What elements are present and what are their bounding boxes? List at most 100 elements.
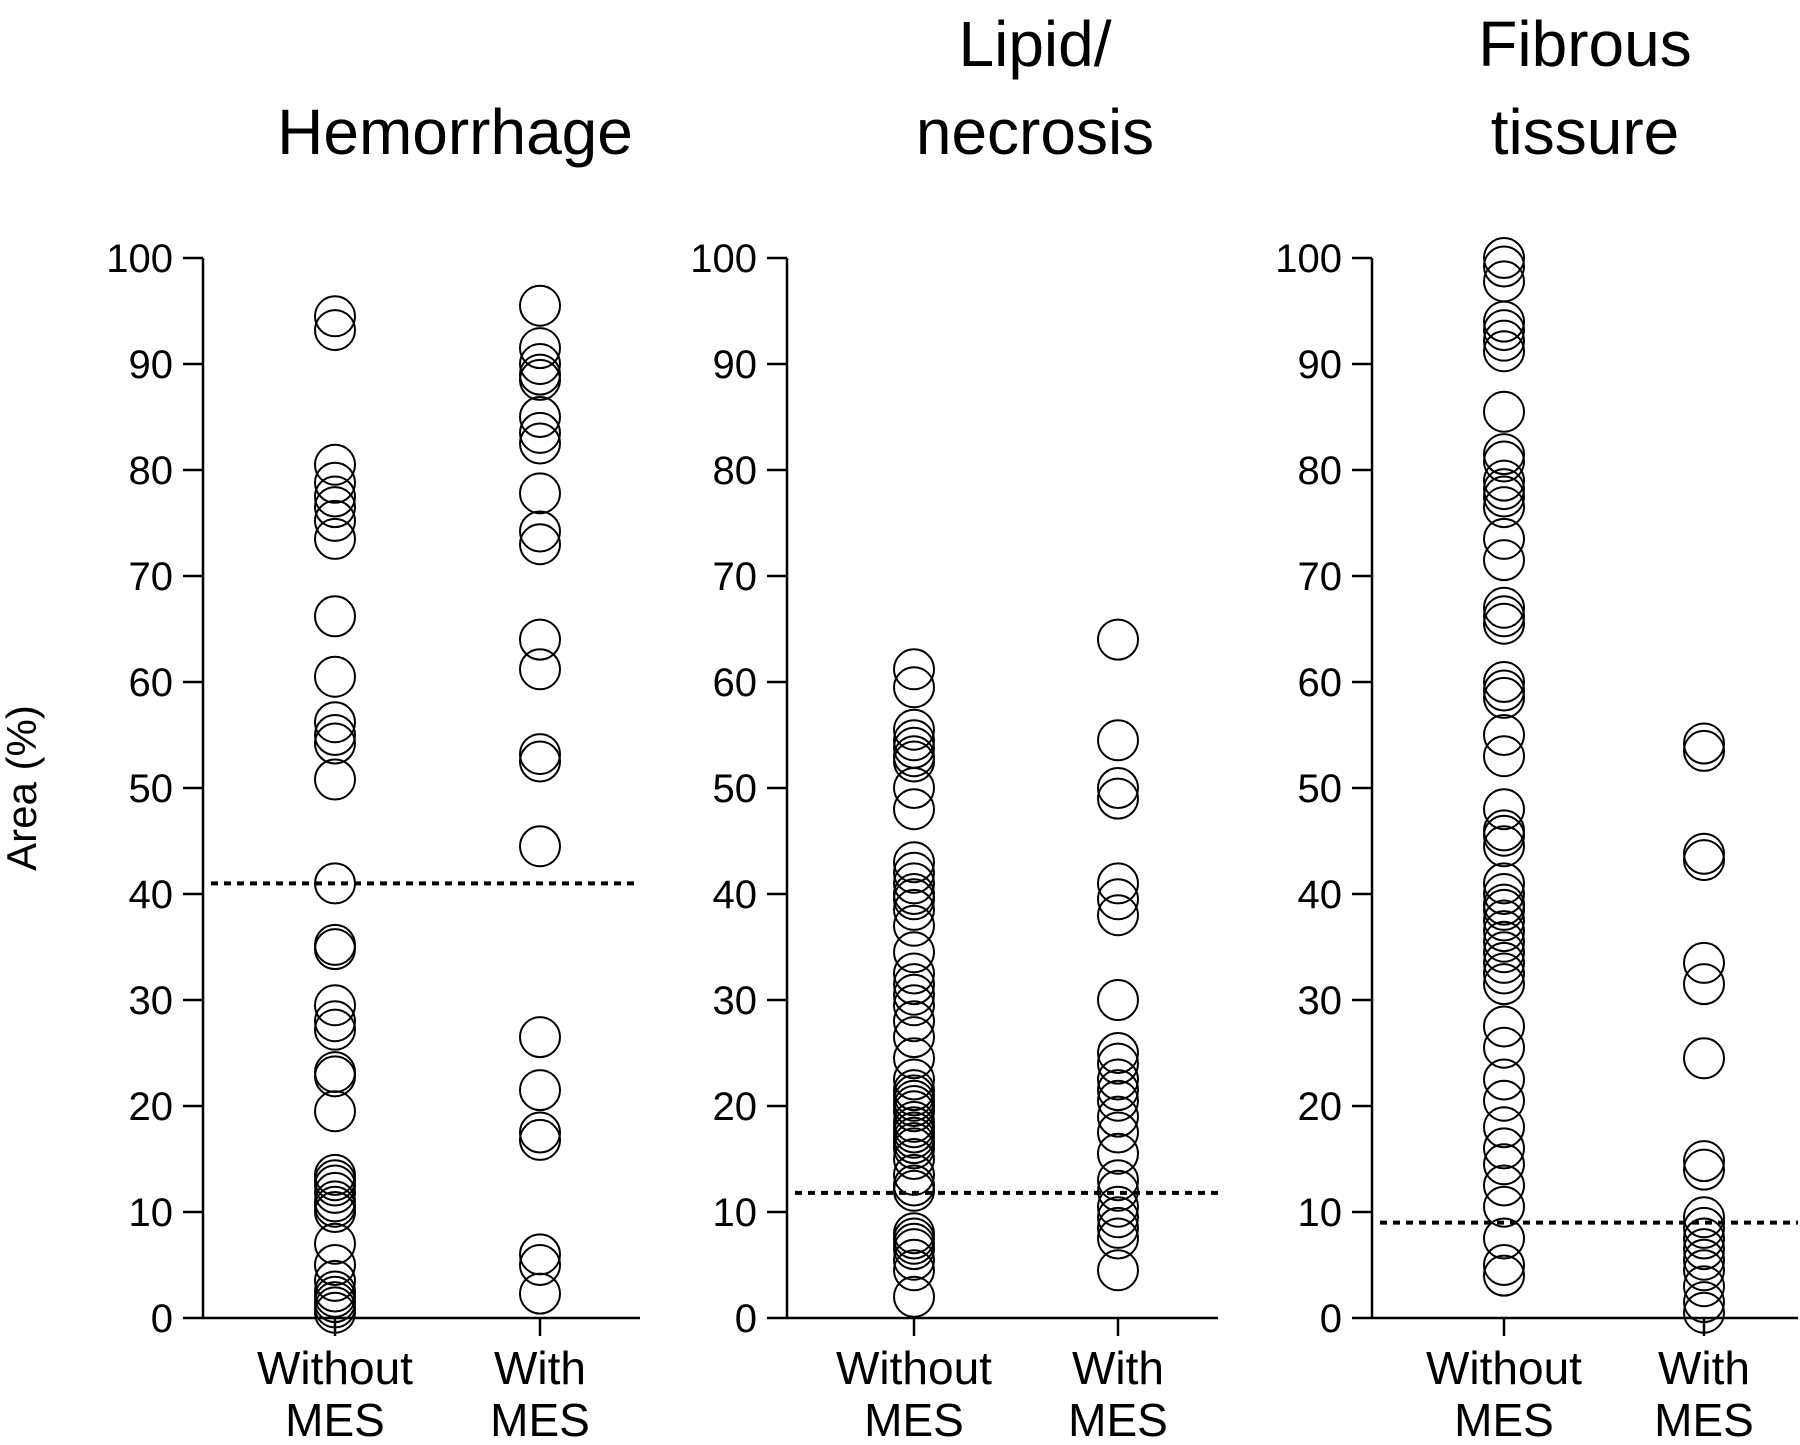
- y-tick-label: 30: [1298, 979, 1343, 1023]
- data-point: [519, 1016, 561, 1059]
- data-point: [519, 411, 561, 454]
- data-point: [314, 1191, 356, 1233]
- y-tick-label: 30: [713, 979, 758, 1023]
- data-point: [314, 1051, 356, 1094]
- data-point: [519, 1111, 561, 1154]
- data-point: [1097, 1217, 1139, 1260]
- data-point: [314, 517, 356, 560]
- y-tick-label: 20: [713, 1085, 758, 1129]
- data-point: [1483, 586, 1525, 629]
- data-point: [893, 841, 935, 884]
- data-point: [1483, 963, 1525, 1006]
- data-point: [314, 1171, 356, 1214]
- x-category-label: MES: [864, 1394, 964, 1445]
- data-point: [314, 309, 356, 352]
- data-point: [1483, 390, 1525, 433]
- data-point: [314, 758, 356, 801]
- data-point: [893, 1249, 935, 1292]
- data-point: [1683, 1140, 1725, 1183]
- data-point: [519, 825, 561, 868]
- data-point: [519, 1272, 561, 1315]
- data-point: [1483, 669, 1525, 712]
- data-point: [1683, 1148, 1725, 1191]
- data-point: [893, 666, 935, 709]
- x-category-label: MES: [490, 1394, 590, 1445]
- data-point: [519, 740, 561, 783]
- data-point: [1097, 1095, 1139, 1138]
- data-point: [893, 1138, 935, 1180]
- data-point: [314, 1090, 356, 1133]
- y-tick-label: 40: [713, 873, 758, 917]
- data-point: [314, 928, 356, 971]
- y-tick-label: 50: [713, 767, 758, 811]
- data-point: [893, 878, 935, 921]
- data-point: [519, 733, 561, 776]
- data-point: [893, 767, 935, 809]
- data-point: [1483, 1244, 1525, 1286]
- data-point: [519, 343, 561, 385]
- data-point: [1683, 1228, 1725, 1271]
- x-category-label: With: [1072, 1342, 1164, 1394]
- data-point: [1483, 440, 1525, 483]
- x-category-label: Without: [1426, 1342, 1582, 1394]
- data-point: [519, 284, 561, 327]
- y-tick-label: 20: [1298, 1085, 1343, 1129]
- data-point: [1483, 468, 1525, 511]
- y-tick-label: 10: [713, 1191, 758, 1235]
- y-tick-label: 60: [713, 661, 758, 705]
- data-point: [314, 1000, 356, 1043]
- data-point: [1483, 910, 1525, 953]
- data-point: [893, 1169, 935, 1212]
- data-point: [1483, 517, 1525, 560]
- x-category-label: MES: [285, 1394, 385, 1445]
- data-point: [1483, 1143, 1525, 1186]
- data-point: [314, 1259, 356, 1302]
- data-point: [1683, 1265, 1725, 1308]
- data-point: [1483, 300, 1525, 343]
- data-point: [519, 422, 561, 465]
- data-point: [1483, 1106, 1525, 1149]
- data-point: [893, 952, 935, 995]
- data-point: [1483, 714, 1525, 756]
- data-point: [1483, 459, 1525, 502]
- data-point: [314, 443, 356, 486]
- y-tick-label: 100: [106, 237, 173, 281]
- y-tick-label: 0: [151, 1297, 173, 1341]
- data-point: [1097, 1169, 1139, 1212]
- data-point: [519, 1069, 561, 1112]
- data-point: [1683, 1281, 1725, 1324]
- data-point: [1483, 245, 1525, 288]
- data-point: [893, 973, 935, 1016]
- data-point: [314, 655, 356, 698]
- data-point: [1097, 1132, 1139, 1175]
- data-point: [519, 1244, 561, 1286]
- data-point: [314, 1222, 356, 1265]
- data-point: [1097, 862, 1139, 905]
- data-point: [519, 358, 561, 401]
- data-point: [1483, 602, 1525, 645]
- data-point: [1683, 729, 1725, 772]
- data-point: [1483, 433, 1525, 476]
- data-point: [1683, 1291, 1725, 1334]
- data-point: [1483, 888, 1525, 931]
- y-tick-label: 0: [1320, 1297, 1342, 1341]
- data-point: [1683, 1206, 1725, 1249]
- y-tick-label: 70: [713, 555, 758, 599]
- data-point: [1483, 1217, 1525, 1260]
- data-point: [893, 708, 935, 751]
- panel-title-line: tissure: [1491, 96, 1680, 168]
- data-point: [893, 1090, 935, 1133]
- data-point: [1483, 475, 1525, 518]
- data-point: [1097, 894, 1139, 937]
- data-point: [1683, 1217, 1725, 1260]
- data-point: [1097, 719, 1139, 762]
- data-point: [1683, 963, 1725, 1006]
- data-point: [1097, 1206, 1139, 1249]
- y-tick-label: 40: [129, 873, 174, 917]
- y-tick-label: 0: [735, 1297, 757, 1341]
- data-point: [519, 396, 561, 438]
- data-point: [314, 722, 356, 765]
- y-tick-label: 80: [1298, 449, 1343, 493]
- data-point: [314, 461, 356, 504]
- data-point: [1097, 777, 1139, 820]
